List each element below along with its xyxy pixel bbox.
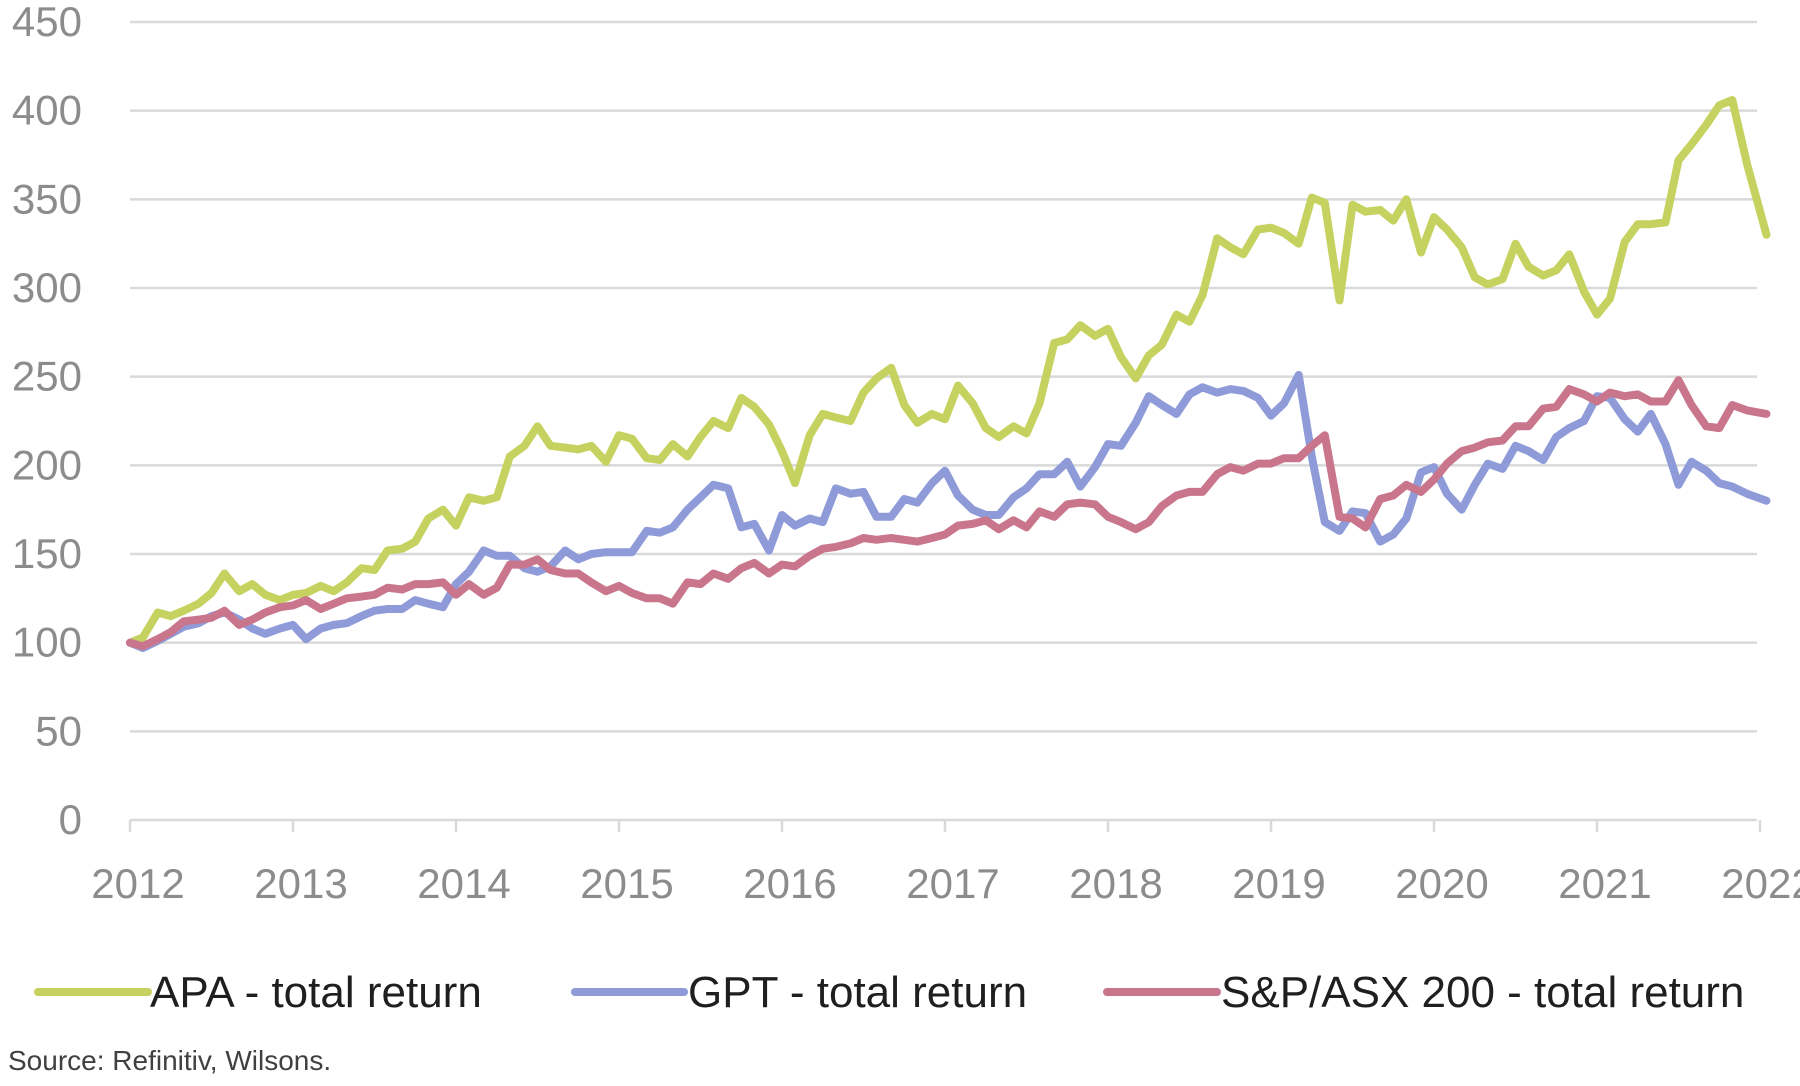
x-tick-label: 2018: [1069, 860, 1162, 907]
legend-label: GPT - total return: [688, 968, 1027, 1017]
legend-label: S&P/ASX 200 - total return: [1221, 968, 1744, 1017]
legend: APA - total return GPT - total return S&P/…: [34, 968, 1744, 1017]
x-tick-label: 2016: [743, 860, 836, 907]
y-tick-label: 250: [12, 353, 82, 400]
y-tick-label: 450: [12, 0, 82, 45]
x-tick-label: 2017: [906, 860, 999, 907]
y-tick-label: 300: [12, 264, 82, 311]
x-tick-label: 2012: [91, 860, 184, 907]
legend-label: APA - total return: [150, 968, 482, 1017]
y-tick-label: 400: [12, 87, 82, 134]
x-tick-label: 2019: [1232, 860, 1325, 907]
x-tick-label: 2013: [254, 860, 347, 907]
series-line-2: [126, 376, 1771, 651]
series-line-0: [126, 96, 1771, 647]
y-tick-label: 50: [35, 707, 82, 754]
gridlines: [130, 20, 1757, 733]
y-tick-label: 200: [12, 441, 82, 488]
series-line-1: [126, 370, 1771, 652]
y-tick-label: 350: [12, 175, 82, 222]
x-tick-label: 2020: [1395, 860, 1488, 907]
y-axis: 0 50 100 150 200 250 300 350 400 450: [12, 0, 82, 843]
x-tick-label: 2014: [417, 860, 510, 907]
x-axis: 2012 2013 2014 2015 2016 2017 2018 2019 2020 2021…: [91, 818, 1800, 907]
x-tick-label: 2015: [580, 860, 673, 907]
source-note: Source: Refinitiv, Wilsons.: [8, 1045, 332, 1076]
y-tick-label: 0: [59, 796, 82, 843]
y-tick-label: 100: [12, 619, 82, 666]
y-tick-label: 150: [12, 530, 82, 577]
x-tick-label: 2021: [1558, 860, 1651, 907]
x-tick-label: 2022: [1721, 860, 1800, 907]
series-lines: [126, 96, 1771, 652]
